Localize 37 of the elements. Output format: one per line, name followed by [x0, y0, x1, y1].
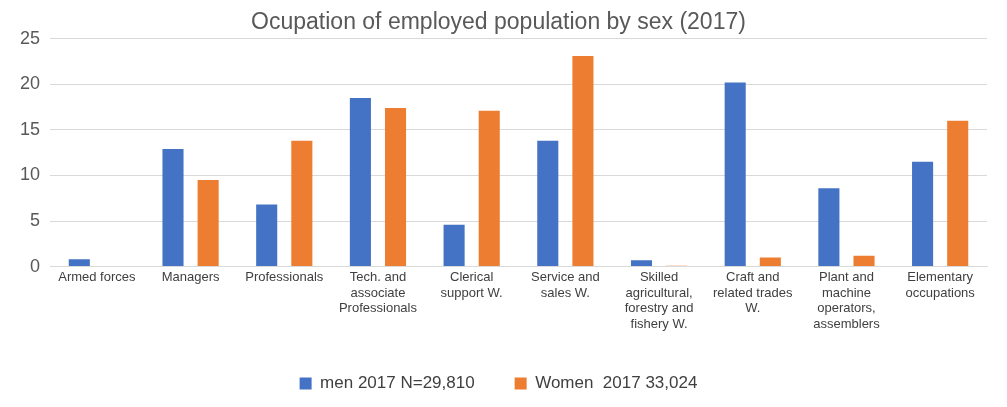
legend-label: Women 2017 33,024 [535, 373, 698, 393]
bar [759, 257, 781, 267]
chart-title: Ocupation of employed population by sex (2017) [251, 8, 746, 35]
bar [384, 107, 407, 267]
x-tick-label: Armed forces [58, 268, 137, 284]
bar [572, 55, 594, 267]
y-tick-label: 5 [30, 209, 41, 230]
bar [162, 148, 184, 267]
x-tick-label: Skilled agricultural, forestry and fishery W. [624, 268, 694, 331]
bar [724, 82, 746, 267]
x-tick-label: Elementary occupations [905, 268, 976, 300]
y-tick-label: 20 [19, 73, 41, 94]
bar [291, 140, 313, 267]
y-tick-label: 25 [19, 27, 41, 48]
bar [349, 97, 371, 267]
bar [818, 188, 840, 267]
bar [68, 259, 90, 267]
bar [256, 204, 278, 267]
x-tick-label: Clerical support W. [440, 268, 503, 300]
x-tick-label: Professionals [245, 268, 324, 284]
bar [912, 161, 934, 267]
bar [537, 140, 559, 267]
y-tick-label: 15 [19, 118, 41, 139]
bar [947, 120, 969, 267]
x-tick-label: Tech. and associate Professionals [338, 268, 418, 316]
x-tick-label: Plant and machine operators, assemblers [813, 268, 881, 331]
bar [853, 255, 875, 267]
y-tick-label: 0 [30, 255, 41, 276]
legend-label: men 2017 N=29,810 [320, 373, 475, 393]
x-tick-label: Service and sales W. [531, 268, 600, 300]
x-tick-label: Craft and related trades W. [713, 268, 793, 316]
x-tick-label: Managers [161, 268, 220, 284]
bar [197, 179, 219, 267]
bar [443, 224, 465, 267]
bar [478, 110, 500, 267]
y-tick-label: 10 [19, 164, 41, 185]
bar [630, 260, 653, 267]
